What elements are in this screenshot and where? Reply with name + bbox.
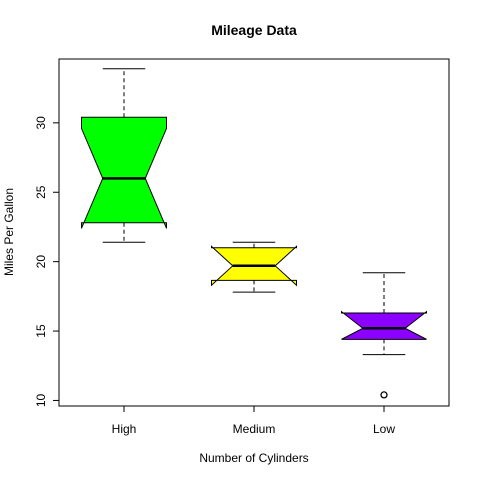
- y-axis: 10 15 20 25 30: [34, 116, 60, 407]
- box-high: [81, 68, 167, 243]
- outlier-point: [380, 391, 388, 399]
- box-low: [341, 272, 427, 399]
- x-axis-title: Number of Cylinders: [199, 451, 308, 465]
- x-tick-label: Low: [373, 422, 395, 436]
- y-tick-label: 10: [34, 393, 48, 407]
- y-tick-label: 25: [34, 185, 48, 199]
- y-tick-label: 15: [34, 324, 48, 338]
- y-tick-label: 30: [34, 116, 48, 130]
- plot-frame: [58, 58, 450, 407]
- boxes: [81, 68, 427, 399]
- y-tick-label: 20: [34, 255, 48, 269]
- box-body: [81, 116, 167, 229]
- y-axis-title: Miles Per Gallon: [2, 188, 16, 276]
- x-axis: High Medium Low: [112, 405, 395, 436]
- x-tick-label: High: [112, 422, 137, 436]
- chart-title: Mileage Data: [211, 22, 297, 38]
- x-tick-label: Medium: [233, 422, 276, 436]
- box-medium: [211, 241, 297, 293]
- box-body: [341, 310, 427, 340]
